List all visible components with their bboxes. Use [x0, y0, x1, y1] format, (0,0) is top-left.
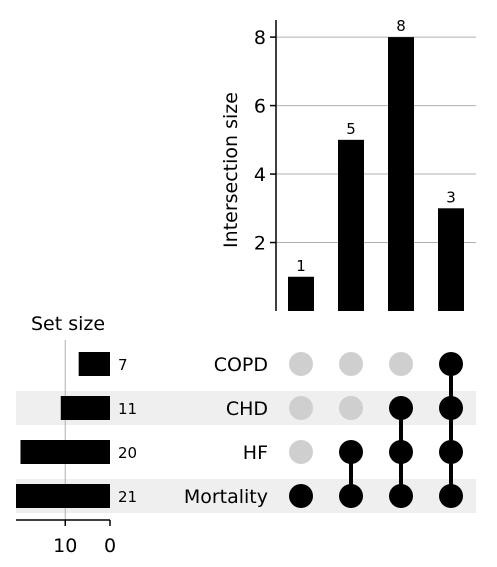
- membership-dot-active: [389, 396, 413, 420]
- set-size-tick-label: 0: [104, 535, 116, 557]
- set-size-label: 21: [118, 488, 137, 506]
- intersection-bar: [388, 37, 414, 311]
- membership-dot-active: [339, 484, 363, 508]
- intersection-bar-label: 5: [346, 120, 356, 138]
- set-size-bar: [16, 484, 110, 508]
- set-size-labels: 7 11 20 21: [118, 356, 137, 506]
- set-size-title: Set size: [31, 313, 105, 335]
- set-size-bar: [20, 440, 111, 464]
- membership-dot-inactive: [289, 396, 313, 420]
- membership-matrix: [289, 352, 463, 508]
- set-size-label: 20: [118, 444, 137, 462]
- set-size-bar: [60, 396, 110, 420]
- membership-dot-active: [439, 396, 463, 420]
- membership-dot-active: [389, 440, 413, 464]
- membership-dot-inactive: [289, 440, 313, 464]
- membership-dot-inactive: [389, 352, 413, 376]
- y-axis: 2 4 6 8: [254, 20, 277, 311]
- set-size-axis: 10 0: [16, 519, 116, 557]
- set-name-label: Mortality: [184, 486, 268, 508]
- y-tick-label: 2: [254, 233, 266, 255]
- intersection-bar: [438, 208, 464, 311]
- intersection-bars: [288, 37, 464, 311]
- set-size-bar: [78, 352, 110, 376]
- membership-dot-active: [339, 440, 363, 464]
- set-size-bars: [16, 352, 111, 508]
- set-size-tick-label: 10: [53, 535, 77, 557]
- y-tick-label: 8: [254, 27, 266, 49]
- set-size-label: 11: [118, 400, 137, 418]
- intersection-bar: [338, 139, 364, 311]
- y-tick-label: 6: [254, 96, 266, 118]
- y-tick-label: 4: [254, 164, 266, 186]
- membership-dot-inactive: [339, 352, 363, 376]
- intersection-bar: [288, 276, 314, 311]
- membership-dot-active: [289, 484, 313, 508]
- membership-dot-active: [389, 484, 413, 508]
- set-name-label: HF: [243, 442, 268, 464]
- membership-dot-inactive: [289, 352, 313, 376]
- membership-dot-active: [439, 440, 463, 464]
- intersection-bar-label: 3: [446, 188, 456, 206]
- intersection-bar-label: 1: [296, 257, 306, 275]
- set-name-label: CHD: [226, 398, 268, 420]
- membership-dot-inactive: [339, 396, 363, 420]
- intersection-bar-label: 8: [396, 17, 406, 35]
- set-names: COPD CHD HF Mortality: [184, 354, 268, 508]
- membership-dot-active: [439, 352, 463, 376]
- set-size-label: 7: [118, 356, 128, 374]
- y-axis-label: Intersection size: [220, 92, 242, 248]
- membership-dot-active: [439, 484, 463, 508]
- set-name-label: COPD: [214, 354, 268, 376]
